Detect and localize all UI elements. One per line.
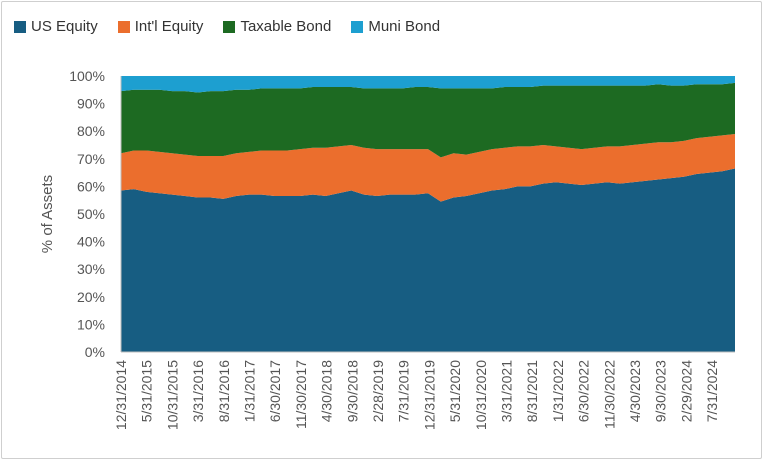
x-tick-label: 11/30/2017 (293, 360, 309, 429)
legend-item-us-equity: US Equity (14, 18, 98, 35)
x-tick-label: 6/30/2017 (267, 360, 283, 422)
y-tick-label: 0% (85, 344, 105, 360)
x-tick-label: 9/30/2023 (653, 360, 669, 422)
y-tick-label: 100% (69, 68, 105, 84)
x-tick-label: 4/30/2023 (627, 360, 643, 422)
y-tick-label: 90% (77, 96, 105, 112)
area-int-l-equity (121, 133, 735, 202)
x-tick-label: 11/30/2022 (601, 360, 617, 429)
x-tick-label: 1/31/2017 (242, 360, 258, 422)
legend-item-muni-bond: Muni Bond (351, 18, 440, 35)
x-tick-label: 10/31/2015 (164, 360, 180, 430)
x-tick-label: 12/31/2019 (421, 360, 437, 430)
x-tick-label: 4/30/2018 (319, 360, 335, 422)
legend-swatch-muni-bond (351, 20, 364, 33)
x-tick-label: 9/30/2018 (344, 360, 360, 422)
y-tick-label: 60% (77, 178, 105, 194)
area-muni-bond (121, 76, 735, 93)
x-tick-label: 1/31/2022 (550, 360, 566, 422)
x-tick-label: 12/31/2014 (113, 360, 129, 430)
x-tick-label: 2/28/2019 (370, 360, 386, 422)
x-tick-label: 7/31/2024 (704, 360, 720, 422)
x-tick-label: 3/31/2016 (190, 360, 206, 422)
legend-label-intl-equity: Int'l Equity (134, 18, 204, 35)
x-tick-label: 10/31/2020 (473, 360, 489, 430)
legend-label-us-equity: US Equity (31, 18, 98, 35)
y-tick-label: 30% (77, 261, 105, 277)
y-axis-label: % of Assets (39, 175, 56, 253)
legend-item-intl-equity: Int'l Equity (117, 18, 204, 35)
axes-group: 0% 10% 20% 30% 40% 50% 60% 70% 80% 90% 100% 12/31/2… (69, 68, 735, 430)
y-tick-label: 70% (77, 151, 105, 167)
x-tick-label: 6/30/2022 (576, 360, 592, 422)
chart-legend: US Equity Int'l Equity Taxable Bond Muni… (14, 18, 440, 35)
y-tick-label: 50% (77, 206, 105, 222)
y-tick-label: 40% (77, 234, 105, 250)
x-tick-label: 3/31/2021 (499, 360, 515, 422)
x-tick-label: 7/31/2019 (396, 360, 412, 422)
x-tick-label: 5/31/2015 (139, 360, 155, 422)
x-tick-label: 8/31/2016 (216, 360, 232, 422)
y-tick-label: 20% (77, 289, 105, 305)
legend-label-muni-bond: Muni Bond (368, 18, 441, 35)
legend-item-taxable-bond: Taxable Bond (223, 18, 331, 35)
legend-label-taxable-bond: Taxable Bond (240, 18, 332, 35)
legend-swatch-intl-equity (117, 20, 130, 33)
area-taxable-bond (121, 82, 735, 158)
legend-swatch-taxable-bond (223, 20, 236, 33)
y-tick-label: 10% (77, 316, 105, 332)
y-tick-label: 80% (77, 123, 105, 139)
area-series-group (121, 76, 735, 352)
legend-swatch-us-equity (14, 20, 26, 33)
x-tick-label: 2/29/2024 (678, 360, 694, 422)
x-tick-label: 5/31/2020 (447, 360, 463, 422)
x-tick-label: 8/31/2021 (524, 360, 540, 422)
area-us-equity (121, 168, 735, 352)
